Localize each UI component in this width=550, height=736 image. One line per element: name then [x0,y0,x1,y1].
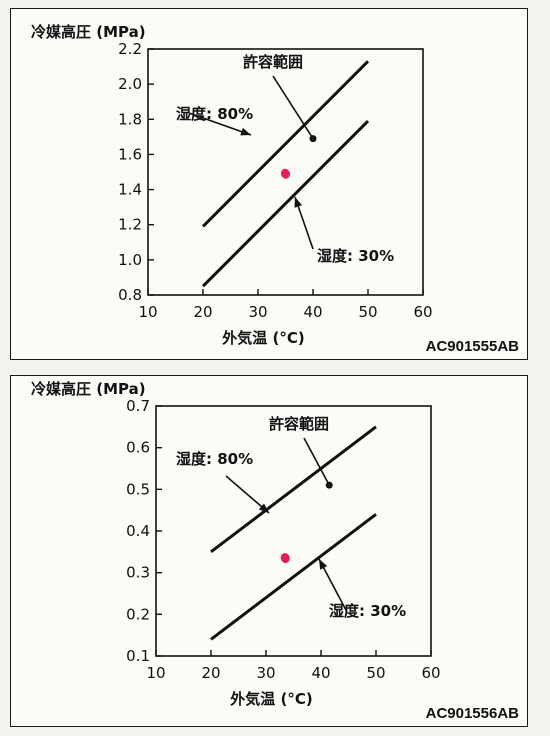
y-tick-label: 1.0 [118,251,142,269]
series-line-humidity-30 [210,513,377,641]
series-label-humidity-80: 湿度: 80% [176,105,253,123]
series-line-humidity-80 [201,60,370,228]
y-axis-title: 冷媒高圧 (MPa) [31,23,146,41]
x-tick-label: 20 [193,303,212,321]
chart-1-svg: 冷媒高圧 (MPa) 外気温 (°C) 10 20 30 40 50 60 0.8 1.0 1.2 1… [31,23,433,347]
x-tick-label: 20 [201,664,220,682]
y-tick-label: 1.2 [118,216,142,234]
y-tick-label: 2.0 [118,75,142,93]
x-tick-label: 30 [248,303,267,321]
y-tick-label: 1.6 [118,145,142,163]
series-label-humidity-80: 湿度: 80% [176,450,253,468]
annotation-point [309,135,317,143]
x-tick-label: 60 [421,664,440,682]
x-axis-title: 外気温 (°C) [229,690,312,708]
y-tick-label: 1.8 [118,110,142,128]
series-pointer-arrowhead-80 [258,503,269,513]
x-tick-label: 50 [366,664,385,682]
y-tick-label: 0.4 [126,522,150,540]
series-line-humidity-30 [201,119,370,288]
chart-panel-refrigerant-pressure-mpa-2: 冷媒高圧 (MPa) 外気温 (°C) 10 20 30 40 50 60 0.1 0.2 0.3 0… [10,375,528,727]
series-pointer-arrowhead-30 [319,559,328,570]
y-tick-label: 1.4 [118,181,142,199]
figure-code-1: AC901555AB [425,338,519,355]
chart-2-svg: 冷媒高圧 (MPa) 外気温 (°C) 10 20 30 40 50 60 0.1 0.2 0.3 0… [31,380,441,708]
y-tick-label: 0.7 [126,397,150,415]
x-tick-label: 50 [358,303,377,321]
y-tick-label: 2.2 [118,40,142,58]
x-tick-label: 10 [146,664,165,682]
series-line-humidity-80 [210,425,377,554]
x-tick-label: 40 [311,664,330,682]
annotation-allowable-range: 許容範囲 [269,415,329,433]
x-tick-label: 10 [138,303,157,321]
annotation-allowable-range: 許容範囲 [243,53,303,71]
y-tick-label: 0.5 [126,480,150,498]
red-marker [280,553,290,564]
y-tick-label: 0.1 [126,647,150,665]
x-axis-title: 外気温 (°C) [221,329,304,347]
series-pointer-arrowhead-80 [240,127,251,136]
y-axis-title: 冷媒高圧 (MPa) [31,380,146,398]
y-tick-label: 0.8 [118,286,142,304]
series-pointer-line-80 [188,112,252,136]
x-tick-label: 40 [303,303,322,321]
series-label-humidity-30: 湿度: 30% [317,247,394,265]
annotation-point [325,481,333,489]
series-label-humidity-30: 湿度: 30% [329,602,406,620]
y-tick-label: 0.3 [126,564,150,582]
annotation-leader-line [272,75,314,140]
chart-panel-refrigerant-pressure-mpa-1: 冷媒高圧 (MPa) 外気温 (°C) 10 20 30 40 50 60 0.8 1.0 1.2 1… [10,8,528,360]
figure-code-2: AC901556AB [425,705,519,722]
y-tick-label: 0.6 [126,439,150,457]
x-tick-label: 60 [413,303,432,321]
annotation-leader-line [303,437,330,486]
red-marker [280,168,291,179]
plot-frame [147,48,424,296]
x-tick-label: 30 [256,664,275,682]
y-tick-label: 0.2 [126,605,150,623]
series-pointer-arrowhead-30 [294,197,303,208]
